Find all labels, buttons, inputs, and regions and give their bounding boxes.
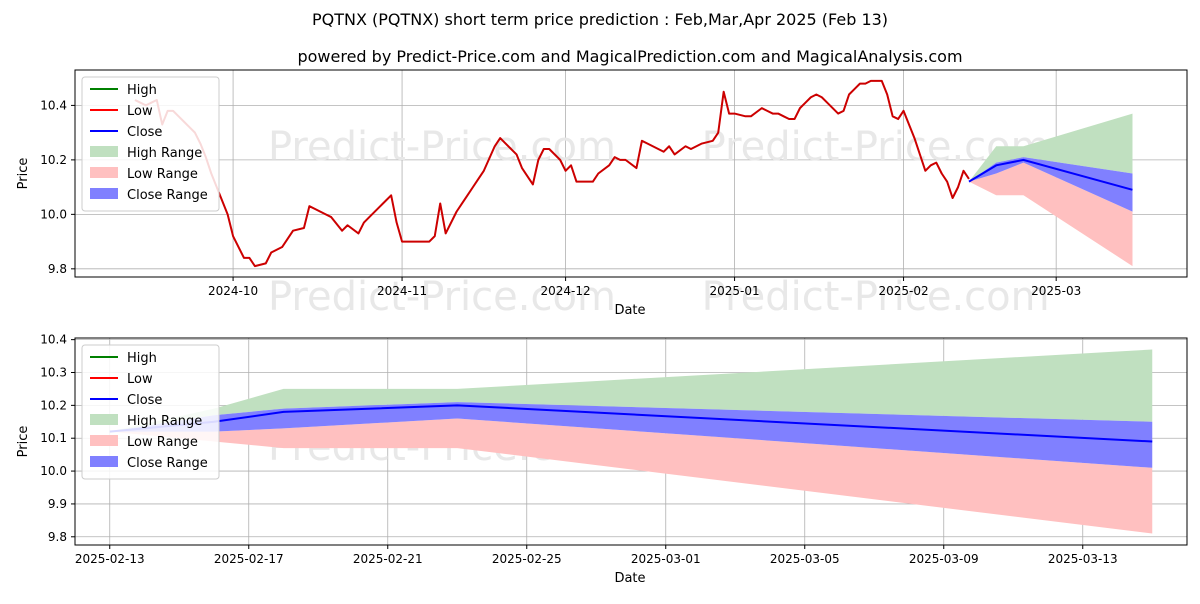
legend-entry-label: Close: [127, 125, 162, 140]
watermark-text: Predict-Price.com: [268, 274, 616, 320]
plot-frame: [74, 337, 1188, 546]
x-axis-label: Date: [614, 571, 645, 586]
legend-entry-label: Low: [127, 104, 153, 119]
legend-entry-label: High: [127, 83, 157, 98]
low-range-area: [109, 418, 1153, 534]
left-mask: [0, 68, 75, 279]
x-tick-label: 2024-10: [208, 284, 258, 298]
legend: High Low Close High Range Low Range Close Ran…: [81, 76, 220, 212]
legend-entry-label: High Range: [127, 414, 202, 429]
chart-title: PQTNX (PQTNX) short term price predictio…: [312, 10, 888, 29]
plot-frame: [74, 69, 1188, 278]
legend-entry-label: Low: [127, 372, 153, 387]
x-tick-label: 2025-03: [1031, 284, 1081, 298]
bottom-panel: Predict-Price.comPredict-Price.com2025-0…: [0, 333, 1188, 586]
legend-patch-marker: [90, 435, 118, 446]
x-tick-label: 2025-03-05: [770, 552, 840, 566]
legend-entry-label: Low Range: [127, 167, 198, 182]
x-tick-label: 2024-11: [377, 284, 427, 298]
x-tick-label: 2025-02-13: [75, 552, 145, 566]
high-range-area: [968, 113, 1133, 182]
y-tick-label: 9.8: [48, 530, 67, 544]
y-tick-label: 10.4: [40, 333, 67, 347]
legend-patch-marker: [90, 456, 118, 467]
x-tick-label: 2025-01: [709, 284, 759, 298]
y-tick-label: 10.2: [40, 153, 67, 167]
legend-entry-label: High: [127, 351, 157, 366]
x-tick-label: 2025-03-13: [1048, 552, 1118, 566]
y-tick-label: 10.1: [40, 431, 67, 445]
y-tick-label: 9.9: [48, 497, 67, 511]
x-tick-label: 2025-03-01: [631, 552, 701, 566]
y-tick-label: 10.3: [40, 366, 67, 380]
legend-patch-marker: [90, 414, 118, 425]
x-tick-label: 2024-12: [541, 284, 591, 298]
legend-patch-marker: [90, 188, 118, 199]
legend-entry-label: Close Range: [127, 188, 208, 203]
history-price-line: [134, 79, 970, 268]
legend-entry-label: Close: [127, 393, 162, 408]
legend: High Low Close High Range Low Range Close Ran…: [81, 344, 220, 480]
close-range-area: [968, 157, 1133, 212]
x-tick-label: 2025-02-25: [492, 552, 562, 566]
x-tick-label: 2025-03-09: [909, 552, 979, 566]
top-panel: Predict-Price.com Predict-Price.com Predic…: [0, 68, 1188, 320]
left-mask: [0, 336, 75, 547]
y-tick-label: 9.8: [48, 262, 67, 276]
high-range-area: [109, 349, 1153, 432]
legend-entry-label: Close Range: [127, 456, 208, 471]
y-tick-label: 10.4: [40, 98, 67, 112]
legend-patch-marker: [90, 146, 118, 157]
y-tick-label: 10.2: [40, 398, 67, 412]
y-axis-label: Price: [16, 158, 31, 190]
x-tick-label: 2025-02-21: [353, 552, 423, 566]
x-tick-label: 2025-02: [878, 284, 928, 298]
legend-patch-marker: [90, 167, 118, 178]
low-range-area: [968, 162, 1133, 267]
legend-entry-label: High Range: [127, 146, 202, 161]
forecast-close-line: [968, 158, 1133, 191]
chart-subtitle: powered by Predict-Price.com and Magical…: [297, 47, 962, 66]
y-tick-label: 10.0: [40, 464, 67, 478]
x-axis-label: Date: [614, 303, 645, 318]
y-axis-label: Price: [16, 426, 31, 458]
x-tick-label: 2025-02-17: [214, 552, 284, 566]
y-tick-label: 10.0: [40, 207, 67, 221]
watermark-text: Predict-Price.com: [702, 274, 1050, 320]
watermark-text: Predict-Price.com: [268, 124, 616, 170]
close-range-area: [109, 402, 1153, 468]
legend-entry-label: Low Range: [127, 435, 198, 450]
